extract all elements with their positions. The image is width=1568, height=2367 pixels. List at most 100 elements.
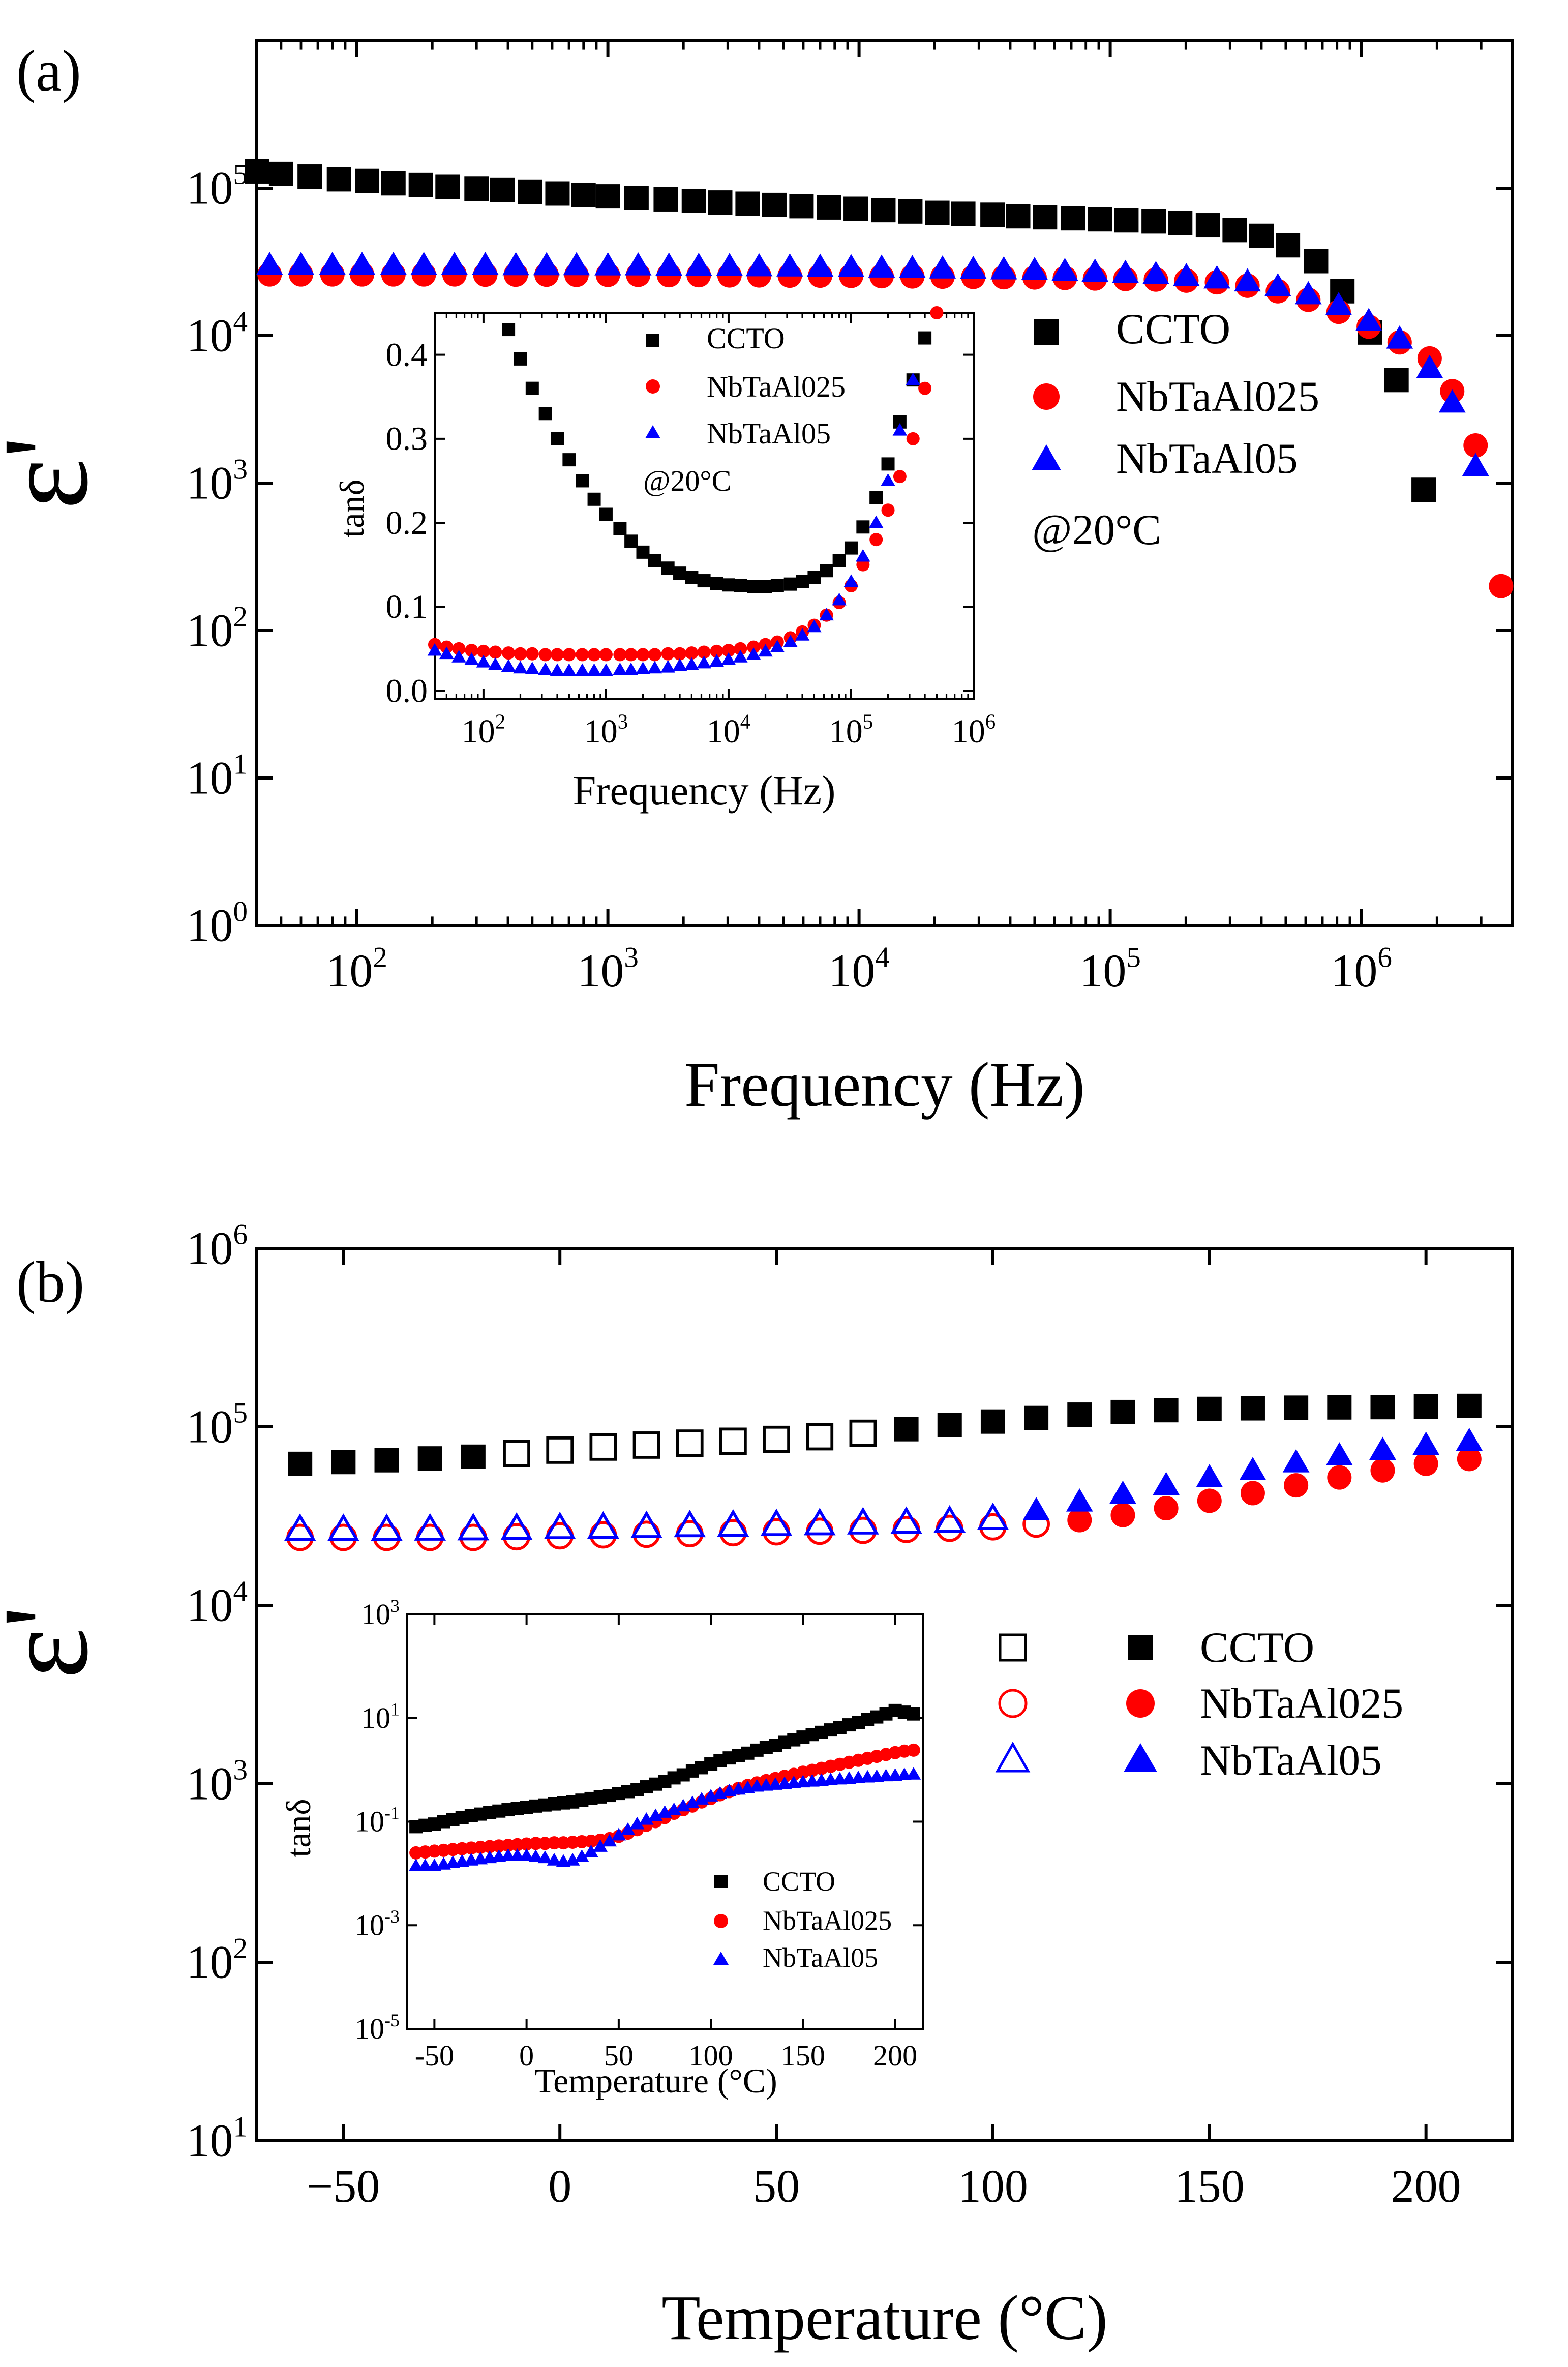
data-point xyxy=(837,254,865,278)
y-tick-label: 10-1 xyxy=(355,1803,400,1838)
y-tick-label: 102 xyxy=(186,1933,248,1988)
data-point xyxy=(832,592,847,606)
data-point xyxy=(538,662,553,675)
data-point xyxy=(439,646,454,660)
data-point xyxy=(464,652,479,665)
data-point xyxy=(1066,1488,1093,1512)
data-point xyxy=(518,179,542,204)
data-point xyxy=(1239,1457,1267,1480)
data-point xyxy=(1457,1393,1482,1418)
data-point xyxy=(747,580,761,593)
data-point xyxy=(327,1513,359,1541)
data-point xyxy=(697,655,711,669)
data-point xyxy=(1081,258,1109,282)
data-point xyxy=(537,1850,553,1864)
data-point xyxy=(593,1839,608,1852)
data-point xyxy=(959,255,987,279)
panel-b-inset-ylabel: tanδ xyxy=(279,1799,318,1857)
x-tick-label: 106 xyxy=(1331,941,1392,997)
legend-b-marker-ccto-filled xyxy=(1128,1635,1153,1660)
legend-b-marker-nbtaal05-filled xyxy=(1124,1743,1157,1772)
data-point xyxy=(990,256,1017,280)
data-point xyxy=(806,253,834,277)
x-tick-label: 100 xyxy=(958,2160,1028,2212)
data-point xyxy=(624,185,649,210)
data-point xyxy=(1325,292,1352,315)
data-point xyxy=(630,1510,662,1538)
data-point xyxy=(1234,268,1261,292)
data-point xyxy=(697,645,711,659)
data-point xyxy=(1021,257,1048,280)
data-point xyxy=(348,252,376,275)
x-tick-label: 50 xyxy=(604,2039,634,2072)
data-point xyxy=(501,659,516,672)
data-point xyxy=(661,561,675,575)
series-ccto xyxy=(502,323,932,593)
data-point xyxy=(1195,213,1220,238)
x-tick-label: 100 xyxy=(689,2039,733,2072)
data-point xyxy=(514,352,527,366)
data-point xyxy=(500,1512,533,1540)
data-point xyxy=(1154,1398,1179,1423)
data-point xyxy=(776,253,803,277)
data-point xyxy=(937,1413,962,1437)
x-tick-label: 106 xyxy=(952,710,996,750)
data-point xyxy=(929,255,956,279)
data-point xyxy=(268,161,293,186)
data-point xyxy=(1110,1503,1135,1527)
data-point xyxy=(660,660,675,673)
data-point xyxy=(528,1849,544,1862)
data-point xyxy=(513,661,528,674)
data-point xyxy=(1203,265,1230,289)
y-tick-label: 103 xyxy=(186,1754,248,1810)
y-tick-label: 101 xyxy=(186,2111,248,2167)
data-point xyxy=(502,646,516,660)
data-point xyxy=(844,541,858,555)
data-point xyxy=(674,1509,706,1538)
data-point xyxy=(881,473,895,486)
legend-label-nbtaal05: NbTaAl05 xyxy=(1116,435,1298,483)
data-point xyxy=(576,648,589,662)
data-point xyxy=(451,650,466,663)
data-point xyxy=(871,198,896,223)
inset-b-legend-marker-nbtaal025 xyxy=(714,1914,728,1928)
data-point xyxy=(1327,1395,1352,1420)
inset-b-legend-label-ccto: CCTO xyxy=(763,1866,835,1897)
panel-b-inset-legend: CCTO NbTaAl025 NbTaAl05 xyxy=(713,1866,892,1973)
data-point xyxy=(676,1799,691,1812)
inset-b-legend-label-nbtaal025: NbTaAl025 xyxy=(763,1905,892,1936)
data-point xyxy=(284,1513,316,1541)
data-point xyxy=(655,252,683,276)
y-tick-label: 0.2 xyxy=(386,504,428,542)
y-tick-label: 101 xyxy=(186,748,248,804)
panel-a-label: (a) xyxy=(16,39,81,103)
x-tick-label: 0 xyxy=(548,2160,571,2212)
data-point xyxy=(661,647,675,661)
data-point xyxy=(980,1409,1005,1434)
data-point xyxy=(624,534,638,548)
data-point xyxy=(684,657,699,670)
data-point xyxy=(710,577,723,590)
data-point xyxy=(820,564,833,578)
data-point xyxy=(933,1505,966,1533)
data-point xyxy=(326,167,351,192)
data-point xyxy=(893,470,907,484)
panel-a-annotation: @20°C xyxy=(1032,506,1161,554)
data-point xyxy=(544,1511,576,1540)
data-point xyxy=(1412,1431,1440,1455)
data-point xyxy=(856,520,870,534)
data-point xyxy=(525,647,539,661)
data-point xyxy=(1197,1488,1222,1513)
x-tick-label: 150 xyxy=(1174,2160,1245,2212)
x-tick-label: 0 xyxy=(519,2039,534,2072)
data-point xyxy=(514,647,527,661)
data-point xyxy=(1456,1427,1483,1451)
legend-marker-ccto xyxy=(1034,319,1059,345)
data-point xyxy=(533,252,560,276)
data-point xyxy=(489,645,502,659)
data-point xyxy=(719,1427,747,1455)
data-point xyxy=(636,545,650,559)
data-point xyxy=(490,177,515,202)
data-point xyxy=(1325,1442,1353,1465)
y-tick-label: 103 xyxy=(361,1596,400,1631)
